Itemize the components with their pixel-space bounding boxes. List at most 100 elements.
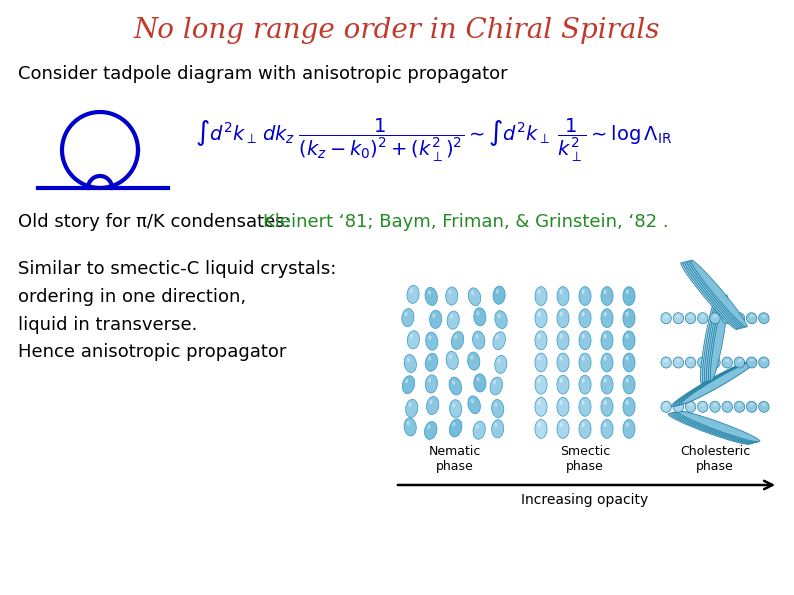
Ellipse shape <box>710 357 720 368</box>
Ellipse shape <box>603 378 607 383</box>
Ellipse shape <box>680 262 737 330</box>
Ellipse shape <box>557 375 569 394</box>
Ellipse shape <box>734 401 745 412</box>
Ellipse shape <box>762 315 766 318</box>
Ellipse shape <box>453 403 455 408</box>
Ellipse shape <box>433 314 435 318</box>
Ellipse shape <box>623 331 635 350</box>
Ellipse shape <box>404 418 416 436</box>
Ellipse shape <box>495 335 499 339</box>
Ellipse shape <box>722 357 732 368</box>
Ellipse shape <box>676 315 680 318</box>
Ellipse shape <box>452 380 455 384</box>
Ellipse shape <box>750 403 754 406</box>
Ellipse shape <box>535 419 547 439</box>
Ellipse shape <box>603 422 607 427</box>
Ellipse shape <box>449 419 462 437</box>
Ellipse shape <box>685 357 696 368</box>
Ellipse shape <box>495 423 497 427</box>
Ellipse shape <box>425 421 437 439</box>
Ellipse shape <box>538 422 541 427</box>
Ellipse shape <box>664 359 669 362</box>
Ellipse shape <box>688 403 692 406</box>
Ellipse shape <box>691 260 747 327</box>
Ellipse shape <box>582 378 584 383</box>
Ellipse shape <box>490 377 503 395</box>
Text: Old story for π/K condensates:: Old story for π/K condensates: <box>18 213 296 231</box>
Ellipse shape <box>538 356 541 361</box>
Ellipse shape <box>468 288 480 306</box>
Ellipse shape <box>538 400 541 405</box>
Ellipse shape <box>661 357 671 368</box>
Ellipse shape <box>711 295 727 381</box>
Ellipse shape <box>762 359 766 362</box>
Ellipse shape <box>582 400 584 405</box>
Ellipse shape <box>676 403 680 406</box>
Ellipse shape <box>405 312 407 316</box>
Ellipse shape <box>474 374 486 392</box>
Ellipse shape <box>679 361 755 405</box>
Ellipse shape <box>681 360 757 404</box>
Ellipse shape <box>603 400 607 405</box>
Ellipse shape <box>557 331 569 350</box>
Ellipse shape <box>493 380 496 384</box>
Ellipse shape <box>685 401 696 412</box>
Ellipse shape <box>468 396 480 414</box>
Ellipse shape <box>758 401 769 412</box>
Ellipse shape <box>750 315 754 318</box>
Text: Kleinert ‘81; Baym, Friman, & Grinstein, ‘82 .: Kleinert ‘81; Baym, Friman, & Grinstein,… <box>263 213 669 231</box>
Ellipse shape <box>476 424 479 429</box>
Ellipse shape <box>468 352 480 370</box>
Ellipse shape <box>498 359 500 363</box>
Ellipse shape <box>535 331 547 350</box>
Ellipse shape <box>579 419 591 439</box>
Ellipse shape <box>746 357 757 368</box>
Ellipse shape <box>626 334 629 339</box>
Ellipse shape <box>623 397 635 416</box>
Ellipse shape <box>684 262 741 328</box>
Ellipse shape <box>582 422 584 427</box>
Ellipse shape <box>428 356 431 361</box>
Ellipse shape <box>454 334 457 339</box>
Ellipse shape <box>708 296 726 381</box>
Ellipse shape <box>601 331 613 350</box>
Ellipse shape <box>427 425 430 429</box>
Ellipse shape <box>673 313 684 324</box>
Ellipse shape <box>495 403 497 407</box>
Ellipse shape <box>557 309 569 328</box>
Ellipse shape <box>471 291 474 295</box>
Ellipse shape <box>673 401 684 412</box>
Ellipse shape <box>557 397 569 416</box>
Ellipse shape <box>582 334 584 339</box>
Ellipse shape <box>557 419 569 439</box>
Ellipse shape <box>676 412 758 442</box>
Ellipse shape <box>474 308 486 326</box>
Ellipse shape <box>688 359 692 362</box>
Ellipse shape <box>683 262 739 329</box>
Ellipse shape <box>560 334 563 339</box>
Ellipse shape <box>674 412 756 443</box>
Ellipse shape <box>738 359 742 362</box>
Ellipse shape <box>746 313 757 324</box>
Ellipse shape <box>623 287 635 305</box>
Ellipse shape <box>426 375 437 393</box>
Ellipse shape <box>698 401 708 412</box>
Ellipse shape <box>704 296 722 382</box>
Ellipse shape <box>664 403 669 406</box>
Ellipse shape <box>425 287 437 305</box>
Ellipse shape <box>579 309 591 328</box>
Ellipse shape <box>470 355 473 360</box>
Text: Cholesteric
phase: Cholesteric phase <box>680 445 750 473</box>
Ellipse shape <box>495 289 499 294</box>
Ellipse shape <box>407 421 410 425</box>
Ellipse shape <box>449 355 452 359</box>
Ellipse shape <box>450 314 453 319</box>
Ellipse shape <box>603 290 607 295</box>
Ellipse shape <box>403 375 414 394</box>
Ellipse shape <box>535 309 547 328</box>
Ellipse shape <box>626 290 629 295</box>
Ellipse shape <box>626 356 629 361</box>
Ellipse shape <box>707 296 723 382</box>
Ellipse shape <box>476 377 480 381</box>
Ellipse shape <box>668 414 750 444</box>
